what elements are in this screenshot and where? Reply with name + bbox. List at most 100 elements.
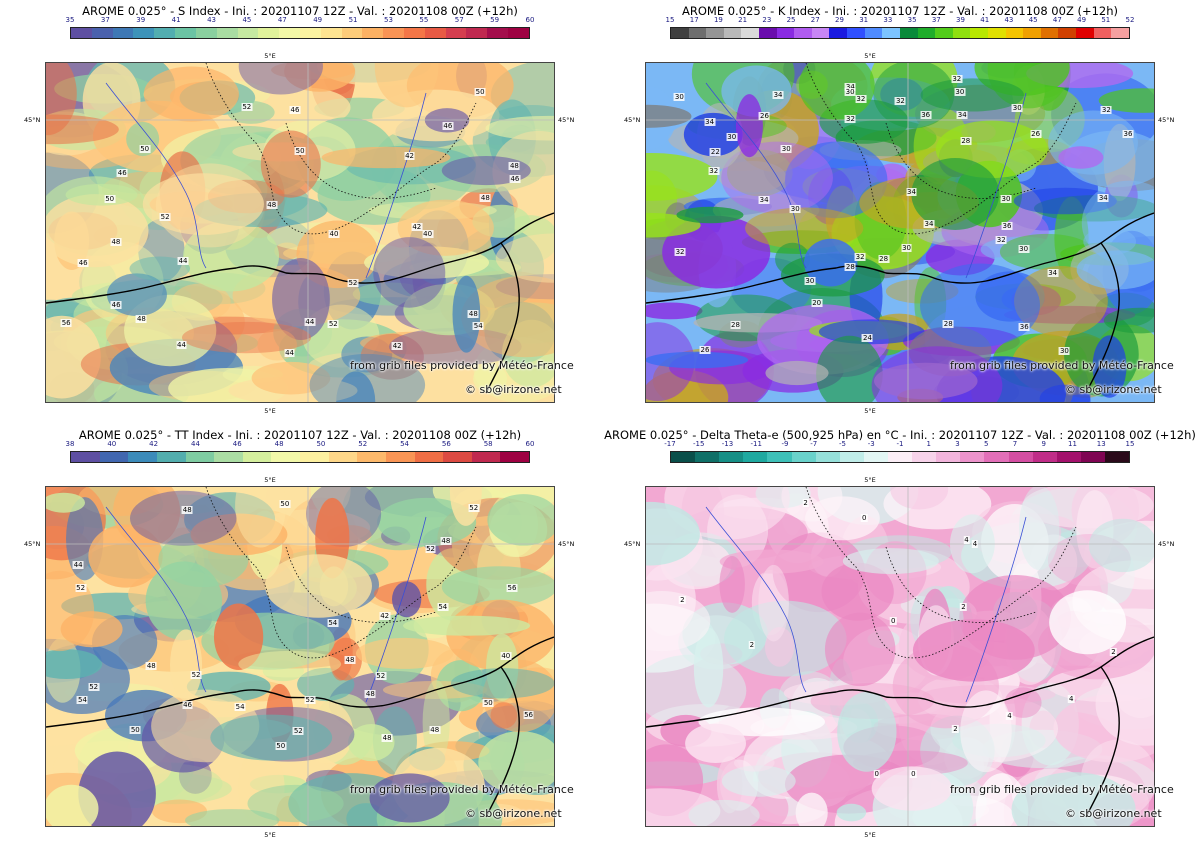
map-field-patch (693, 627, 724, 708)
map-field-patch (65, 183, 138, 206)
colorbar-swatch (887, 452, 913, 462)
coastline (646, 636, 1154, 728)
map-canvas (46, 487, 554, 826)
contour-label: 44 (284, 349, 296, 358)
map-field-patch (449, 487, 482, 526)
contour-label: 46 (110, 301, 122, 310)
contour-label: 24 (861, 333, 873, 342)
contour-label: 48 (440, 537, 452, 546)
colorbar-swatch (864, 28, 883, 38)
lon-label-bottom: 5°E (264, 831, 276, 839)
colorbar-tick-label: 49 (313, 16, 323, 24)
colorbar-swatch (847, 28, 865, 38)
coastline (485, 242, 520, 394)
contour-label: 46 (182, 701, 193, 710)
contour-label: 48 (381, 734, 393, 743)
colorbar-tick-label: 49 (1077, 16, 1087, 24)
contour-label: 44 (72, 560, 84, 569)
contour-label: 0 (910, 769, 917, 778)
contour-label: 46 (442, 121, 454, 130)
contour-label: 36 (1018, 323, 1030, 332)
map-field-patch (46, 492, 86, 513)
colorbar-swatch (1040, 28, 1059, 38)
map-field-patch (238, 650, 342, 678)
contour-label: 48 (479, 194, 491, 203)
contour-label: 4 (971, 540, 979, 549)
map-field-patch (688, 799, 760, 826)
colorbar-swatch (1080, 452, 1105, 462)
colorbar-ticks: 38 40 42 44 46 48 50 52 54 56 58 60 (66, 440, 535, 450)
map-field-patch (495, 233, 554, 283)
map-field-patch (646, 302, 703, 320)
map-field-patch (795, 792, 828, 826)
colorbar-swatch (741, 28, 760, 38)
colorbar-swatch (791, 452, 816, 462)
contour-label: 46 (289, 106, 301, 114)
lat-label-left: 45°N (24, 540, 41, 548)
map-field-patch (981, 504, 1049, 582)
map-field-patch (183, 220, 280, 292)
map-field-patch (912, 619, 1035, 682)
colorbar-swatch (424, 28, 446, 38)
contour-label: 2 (960, 602, 967, 611)
contour-label: 54 (472, 322, 484, 331)
map-field-patch (210, 714, 333, 761)
colorbar-ticks: -17 -15 -13 -11 -9 -7 -5 -3 -1 1 3 5 7 9 11 13 15 (664, 440, 1134, 450)
colorbar-tick-label: 35 (907, 16, 917, 24)
contour-label: 0 (861, 514, 868, 523)
panel-title: AROME 0.025° - S Index - Ini. : 20201107… (82, 4, 518, 18)
colorbar-swatch (688, 28, 707, 38)
contour-label: 52 (88, 683, 100, 692)
colorbar-tick-label: 43 (1004, 16, 1014, 24)
contour-label: 36 (920, 111, 932, 120)
contour-label: 30 (954, 87, 966, 96)
colorbar-swatch (216, 28, 238, 38)
colorbar-swatch (237, 28, 259, 38)
colorbar-tick-label: -13 (721, 440, 734, 448)
colorbar-swatch (195, 28, 217, 38)
coastline (1085, 666, 1120, 818)
map-field-patch (871, 346, 1003, 402)
colorbar-swatch (242, 452, 272, 462)
colorbar-tick-label: 25 (786, 16, 796, 24)
contour-label: 52 (292, 727, 304, 736)
colorbar-swatch (706, 28, 724, 38)
panel-title: AROME 0.025° - TT Index - Ini. : 2020110… (78, 428, 522, 442)
colorbar-swatch (320, 28, 342, 38)
colorbar-swatch (185, 452, 215, 462)
contour-label: 46 (77, 258, 89, 267)
colorbar-tick-label: 3 (955, 440, 960, 448)
colorbar-swatch (214, 452, 243, 462)
colorbar-tick-label: 19 (713, 16, 723, 24)
colorbar-swatch (794, 28, 812, 38)
colorbar-tick-label: 42 (149, 440, 159, 448)
map-field-patch (960, 690, 1012, 773)
map-field-patch (646, 351, 749, 369)
border-line (805, 487, 1077, 659)
map-field-patch (804, 238, 858, 287)
border-line (805, 63, 1077, 235)
colorbar-tick-label: 21 (738, 16, 748, 24)
map-field-patch (46, 194, 149, 268)
contour-label: 42 (404, 152, 416, 161)
colorbar-swatch (960, 452, 985, 462)
colorbar-tick-label: 1 (926, 440, 931, 448)
map-field-patch (911, 158, 1000, 230)
colorbar-ticks: 15 17 19 21 23 25 27 29 31 33 35 37 39 41 43 45 47 49 51 52 (666, 16, 1135, 26)
contour-label: 56 (523, 711, 534, 719)
colorbar-tick-label: 41 (980, 16, 990, 24)
contour-label: 56 (506, 584, 518, 593)
map-field-patch (646, 591, 711, 652)
colorbar-swatch (839, 452, 864, 462)
colorbar-tick-label: 39 (136, 16, 146, 24)
colorbar-swatch (128, 452, 157, 462)
map-field-patch (871, 766, 952, 811)
colorbar-tick-label: 51 (348, 16, 358, 24)
colorbar-tick-label: -3 (867, 440, 875, 448)
panel-title: AROME 0.025° - K Index - Ini. : 20201107… (681, 4, 1119, 18)
contour-label: 52 (75, 584, 87, 593)
map-field-patch (185, 809, 280, 826)
contour-label: 0 (873, 769, 880, 778)
colorbar-swatch (952, 28, 971, 38)
colorbar-tick-label: 45 (242, 16, 252, 24)
